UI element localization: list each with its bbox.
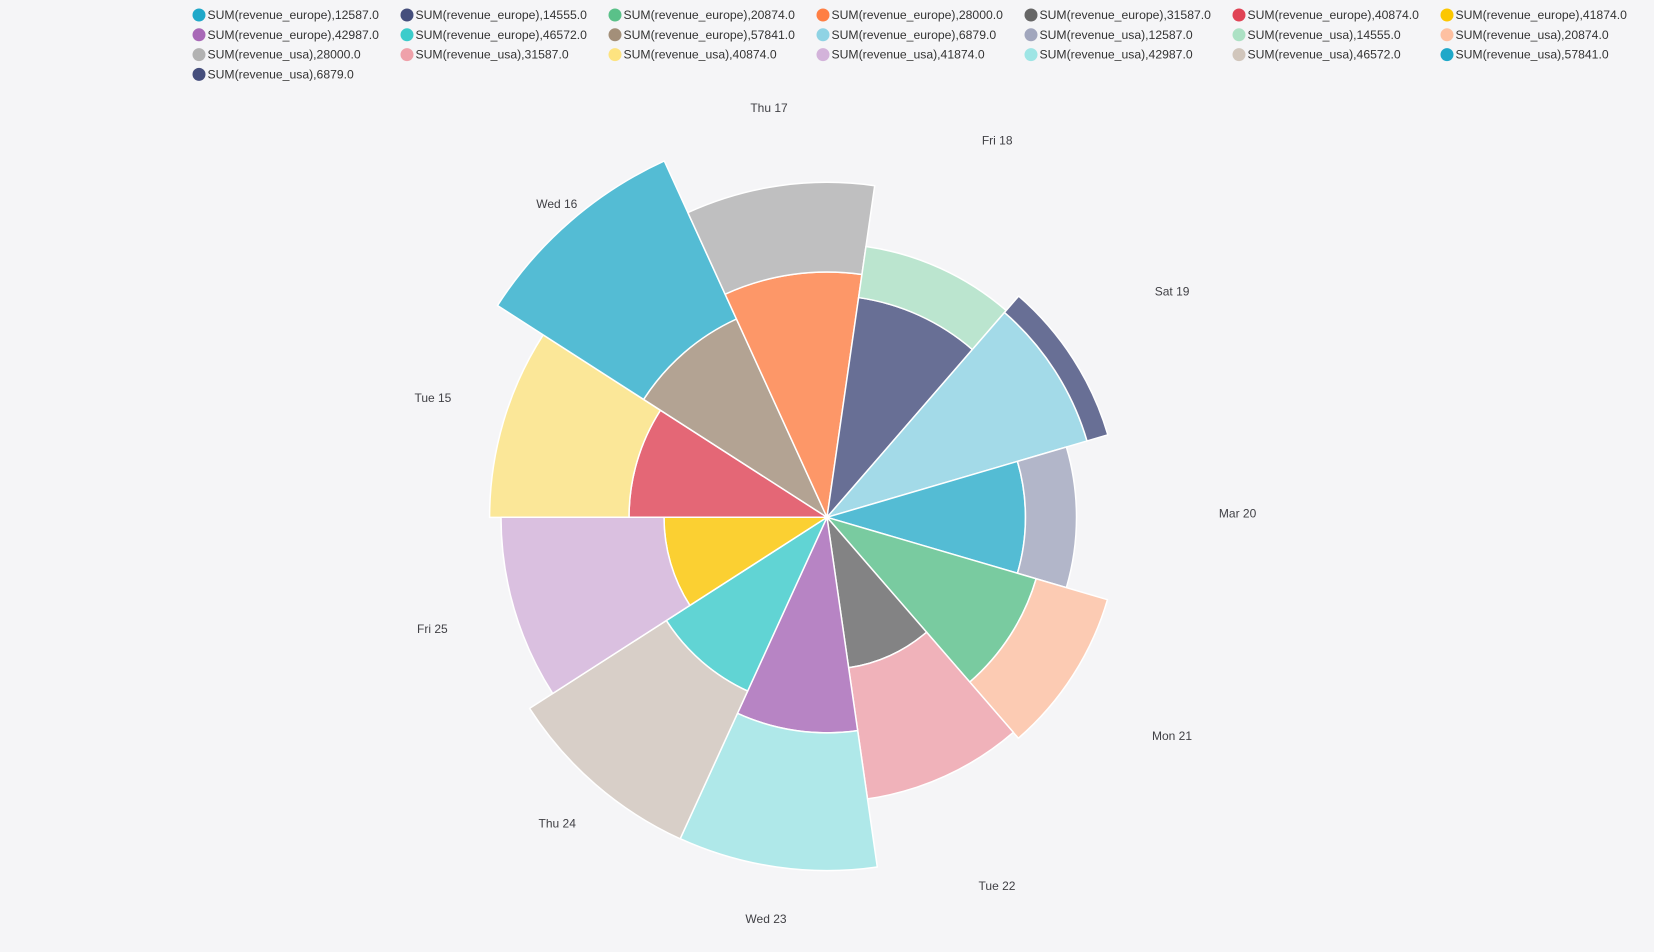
svg-text:SUM(revenue_usa),6879.0: SUM(revenue_usa),6879.0	[208, 67, 355, 81]
svg-text:SUM(revenue_europe),46572.0: SUM(revenue_europe),46572.0	[416, 28, 588, 42]
svg-text:Thu 24: Thu 24	[539, 816, 577, 830]
svg-text:Thu 17: Thu 17	[750, 101, 788, 115]
svg-text:SUM(revenue_usa),40874.0: SUM(revenue_usa),40874.0	[624, 48, 777, 62]
svg-text:SUM(revenue_usa),12587.0: SUM(revenue_usa),12587.0	[1040, 28, 1193, 42]
svg-text:SUM(revenue_usa),46572.0: SUM(revenue_usa),46572.0	[1248, 48, 1401, 62]
svg-text:SUM(revenue_europe),20874.0: SUM(revenue_europe),20874.0	[624, 8, 796, 22]
svg-text:Fri 18: Fri 18	[982, 134, 1013, 148]
svg-text:SUM(revenue_europe),31587.0: SUM(revenue_europe),31587.0	[1040, 8, 1212, 22]
svg-text:Wed 16: Wed 16	[536, 197, 577, 211]
svg-text:SUM(revenue_europe),14555.0: SUM(revenue_europe),14555.0	[416, 8, 588, 22]
svg-text:SUM(revenue_usa),28000.0: SUM(revenue_usa),28000.0	[208, 48, 361, 62]
svg-text:SUM(revenue_europe),57841.0: SUM(revenue_europe),57841.0	[624, 28, 796, 42]
svg-text:SUM(revenue_europe),28000.0: SUM(revenue_europe),28000.0	[832, 8, 1004, 22]
svg-text:SUM(revenue_europe),12587.0: SUM(revenue_europe),12587.0	[208, 8, 380, 22]
svg-text:SUM(revenue_usa),31587.0: SUM(revenue_usa),31587.0	[416, 48, 569, 62]
svg-text:Sat 19: Sat 19	[1155, 284, 1190, 298]
svg-text:SUM(revenue_europe),40874.0: SUM(revenue_europe),40874.0	[1248, 8, 1420, 22]
svg-text:Mon 21: Mon 21	[1152, 729, 1192, 743]
svg-text:SUM(revenue_usa),20874.0: SUM(revenue_usa),20874.0	[1456, 28, 1609, 42]
svg-text:SUM(revenue_europe),6879.0: SUM(revenue_europe),6879.0	[832, 28, 997, 42]
svg-text:Tue 22: Tue 22	[979, 879, 1016, 893]
svg-text:SUM(revenue_usa),57841.0: SUM(revenue_usa),57841.0	[1456, 48, 1609, 62]
svg-text:Wed 23: Wed 23	[745, 912, 786, 926]
svg-text:SUM(revenue_europe),42987.0: SUM(revenue_europe),42987.0	[208, 28, 380, 42]
svg-text:Mar 20: Mar 20	[1219, 507, 1257, 521]
svg-text:SUM(revenue_europe),41874.0: SUM(revenue_europe),41874.0	[1456, 8, 1628, 22]
svg-text:SUM(revenue_usa),14555.0: SUM(revenue_usa),14555.0	[1248, 28, 1401, 42]
svg-text:SUM(revenue_usa),41874.0: SUM(revenue_usa),41874.0	[832, 48, 985, 62]
svg-text:Fri 25: Fri 25	[417, 622, 448, 636]
svg-text:SUM(revenue_usa),42987.0: SUM(revenue_usa),42987.0	[1040, 48, 1193, 62]
svg-text:Tue 15: Tue 15	[414, 391, 451, 405]
